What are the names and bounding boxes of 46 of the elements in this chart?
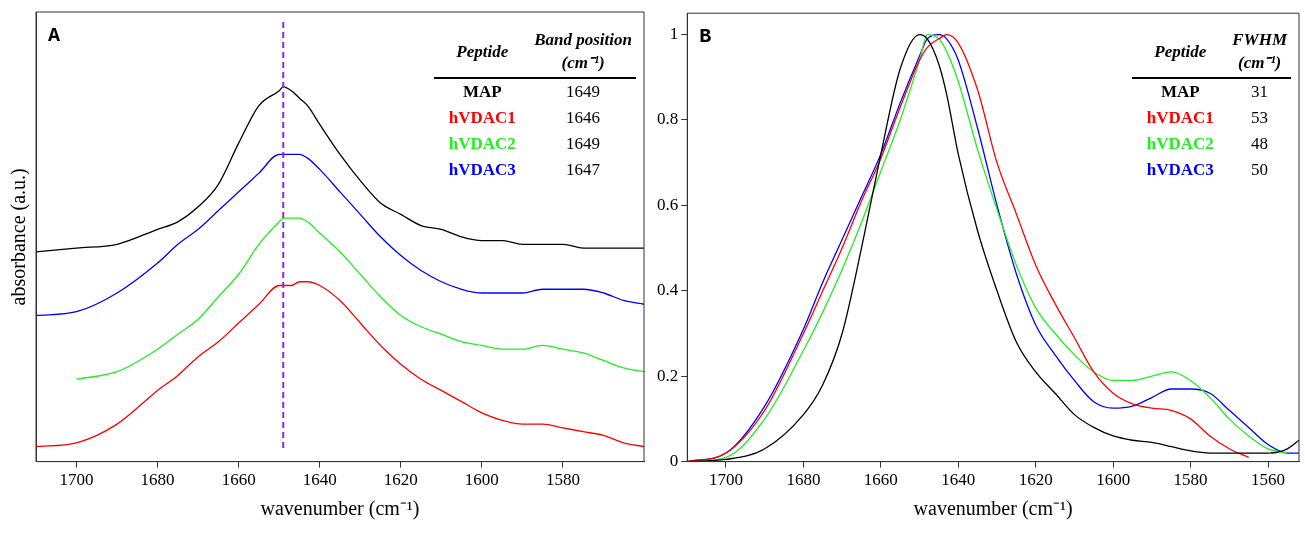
x-tick-label: 1640 [941,470,976,490]
annotation: 1647 [565,159,602,181]
x-tick-label: 1580 [545,470,580,490]
x-axis-title: wavenumber (cm⁻¹) [913,497,1073,521]
annotation: 1646 [565,107,602,129]
x-axis-title: wavenumber (cm⁻¹) [260,497,420,521]
text: hVDAC3 [1145,159,1215,181]
x-tick-label: 1640 [302,470,337,490]
y-tick-label: 1 [669,24,679,44]
x-tick-label: 1660 [221,470,256,490]
y-tick-label: 0 [669,451,679,471]
x-tick-label: 1660 [863,470,898,490]
x-tick-label: 1600 [1096,470,1131,490]
x-tick-label: 1620 [383,470,418,490]
text: hVDAC2 [447,133,517,155]
x-tick-label: 1680 [140,470,175,490]
y-tick-label: 0.2 [657,365,679,385]
text: MAP [1159,81,1201,103]
annotation: 1649 [565,133,602,155]
annotation: 48 [1250,133,1270,155]
x-tick-label: 1620 [1018,470,1053,490]
text: hVDAC3 [447,159,517,181]
y-axis-title: absorbance (a.u.) [7,168,31,306]
annotation: 53 [1250,107,1270,129]
y-tick-label: 0.8 [657,109,679,129]
annotation: FWHM (cm⁻¹) [1231,30,1289,74]
text: hVDAC1 [447,107,517,129]
text: hVDAC1 [1145,107,1215,129]
x-tick-label: 1600 [464,470,499,490]
x-tick-label: 1580 [1173,470,1208,490]
x-tick-label: 1680 [786,470,821,490]
x-tick-label: 1700 [59,470,94,490]
text: Peptide [455,40,510,63]
text: Band position (cm⁻¹) [533,30,633,74]
y-tick-label: 0.4 [657,280,679,300]
text: hVDAC2 [1145,133,1215,155]
text: A [48,24,61,48]
annotation: 50 [1250,159,1270,181]
annotation: 1649 [565,81,602,103]
annotation: B [699,25,712,49]
y-tick-label: 0.6 [657,194,679,214]
text: MAP [461,81,503,103]
x-tick-label: 1700 [708,470,743,490]
annotation: Peptide [1153,40,1208,63]
x-tick-label: 1560 [1251,470,1286,490]
annotation: 31 [1250,81,1270,103]
